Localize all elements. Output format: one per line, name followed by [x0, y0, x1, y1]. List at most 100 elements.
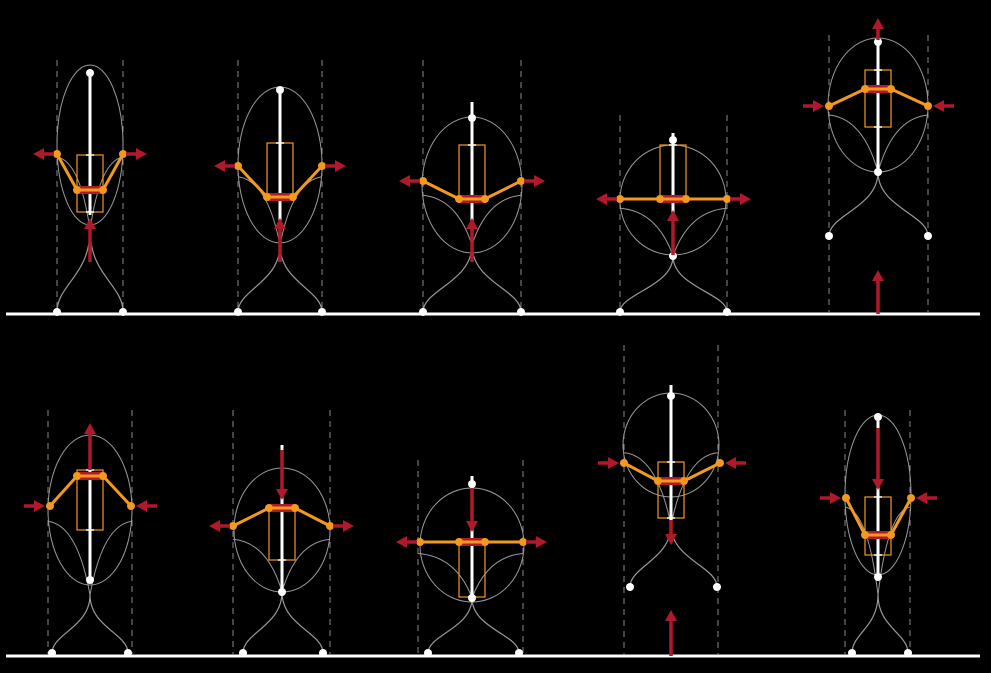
- hip-curve: [670, 452, 719, 526]
- arm-joint: [419, 177, 427, 185]
- arm-joint: [682, 195, 690, 203]
- force-arrow-head: [872, 18, 884, 29]
- foot-dot: [53, 308, 61, 316]
- foot-dot: [723, 308, 731, 316]
- hip-curve: [877, 114, 929, 173]
- joint-dot: [669, 136, 677, 144]
- force-arrow-head: [933, 100, 944, 112]
- force-arrow-head: [136, 500, 147, 512]
- foot-dot: [419, 308, 427, 316]
- joint-dot: [874, 38, 882, 46]
- hip-curve: [471, 194, 522, 246]
- arm-joint: [289, 193, 297, 201]
- arm-joint: [907, 494, 915, 502]
- hip-curve: [623, 452, 672, 526]
- force-arrow-head: [534, 175, 545, 187]
- arm-joint: [263, 193, 271, 201]
- foot-dot: [119, 308, 127, 316]
- foot-dot: [713, 583, 721, 591]
- arm-joint: [318, 162, 326, 170]
- foot-dot: [848, 649, 856, 657]
- force-arrow-head: [466, 218, 478, 229]
- arm-joint: [481, 538, 489, 546]
- force-arrow-head: [665, 610, 677, 621]
- hip-curve: [471, 553, 524, 599]
- joint-dot: [468, 594, 476, 602]
- force-arrow-head: [276, 489, 288, 500]
- arm: [623, 461, 721, 483]
- joint-dot: [468, 480, 476, 488]
- joint-dot: [669, 252, 677, 260]
- arm: [236, 164, 324, 199]
- force-arrow-head: [396, 536, 407, 548]
- force-arrow-head: [665, 534, 677, 545]
- foot-dot: [626, 583, 634, 591]
- foot-dot: [924, 232, 932, 240]
- foot-dot: [517, 308, 525, 316]
- force-arrow-head: [34, 500, 45, 512]
- hip-curve: [232, 538, 283, 593]
- leg-curve: [828, 171, 879, 237]
- arm-joint: [620, 459, 628, 467]
- force-arrow-head: [608, 457, 619, 469]
- arm-joint: [265, 504, 273, 512]
- joint-dot: [86, 69, 94, 77]
- foot-dot: [124, 649, 132, 657]
- arm-joint: [887, 85, 895, 93]
- arm-joint: [291, 504, 299, 512]
- arm-joint: [861, 85, 869, 93]
- force-arrow-head: [136, 148, 147, 160]
- force-arrow-head: [916, 492, 927, 504]
- force-arrow-head: [209, 520, 220, 532]
- arm: [232, 506, 331, 528]
- arm-joint: [654, 477, 662, 485]
- arm: [844, 497, 913, 537]
- force-arrow-head: [335, 160, 346, 172]
- leg-curve: [427, 597, 473, 654]
- leg-curve: [89, 594, 129, 654]
- foot-dot: [234, 308, 242, 316]
- force-arrow-head: [536, 536, 547, 548]
- force-arrow-head: [830, 492, 841, 504]
- force-arrow-head: [740, 193, 751, 205]
- hip-curve: [237, 176, 281, 246]
- joint-dot: [86, 576, 94, 584]
- force-arrow-head: [813, 100, 824, 112]
- arm-joint: [119, 150, 127, 158]
- foot-dot: [515, 649, 523, 657]
- arm: [828, 87, 929, 108]
- force-arrow-head: [667, 210, 679, 221]
- arm-joint: [127, 502, 135, 510]
- joint-dot: [874, 573, 882, 581]
- foot-dot: [904, 649, 912, 657]
- arm-joint: [99, 472, 107, 480]
- arm-joint: [616, 195, 624, 203]
- arm-joint: [326, 522, 334, 530]
- arm-joint: [234, 162, 242, 170]
- arm: [48, 474, 133, 508]
- joint-dot: [276, 86, 284, 94]
- arm-joint: [825, 102, 833, 110]
- leg-curve: [471, 597, 520, 654]
- leg-curve: [51, 594, 91, 654]
- hip-curve: [422, 194, 473, 246]
- joint-dot: [874, 413, 882, 421]
- arm-joint: [416, 538, 424, 546]
- arm-joint: [842, 494, 850, 502]
- hip-curve: [279, 176, 323, 246]
- arm-joint: [481, 195, 489, 203]
- foot-dot: [239, 649, 247, 657]
- force-arrow-head: [466, 521, 478, 532]
- arm: [422, 179, 522, 201]
- foot-dot: [318, 308, 326, 316]
- force-arrow-head: [84, 423, 96, 434]
- joint-dot: [278, 588, 286, 596]
- arm-joint: [656, 195, 664, 203]
- arm-joint: [924, 102, 932, 110]
- arm-joint: [46, 502, 54, 510]
- arm-joint: [861, 531, 869, 539]
- arm-joint: [455, 195, 463, 203]
- arm-joint: [519, 538, 527, 546]
